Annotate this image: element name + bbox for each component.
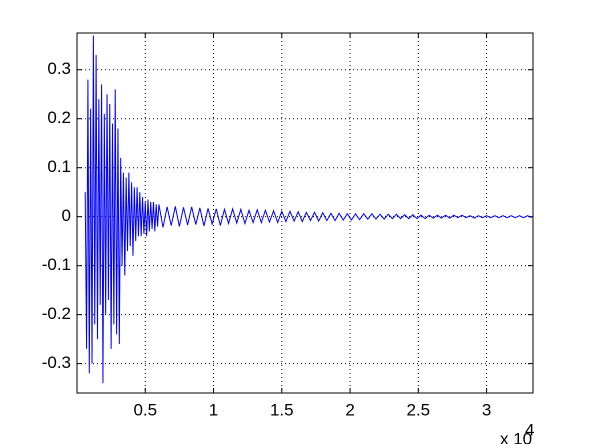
- x-tick-label: 0.5: [133, 400, 157, 419]
- x-tick-label: 2: [345, 400, 354, 419]
- y-tick-label: -0.3: [42, 353, 71, 372]
- x-tick-label: 2.5: [406, 400, 430, 419]
- x-tick-label: 3: [482, 400, 491, 419]
- x-multiplier: x 10: [500, 429, 532, 444]
- y-tick-label: 0.3: [47, 59, 71, 78]
- x-exponent: 4: [525, 420, 534, 439]
- y-tick-label: -0.1: [42, 255, 71, 274]
- y-tick-label: -0.2: [42, 304, 71, 323]
- data-line: [84, 35, 532, 384]
- y-tick-label: 0.2: [47, 108, 71, 127]
- y-tick-label: 0.1: [47, 157, 71, 176]
- x-tick-label: 1.5: [270, 400, 294, 419]
- axes-box: [76, 32, 534, 394]
- x-tick-label: 1: [209, 400, 218, 419]
- y-tick-label: 0: [62, 206, 71, 225]
